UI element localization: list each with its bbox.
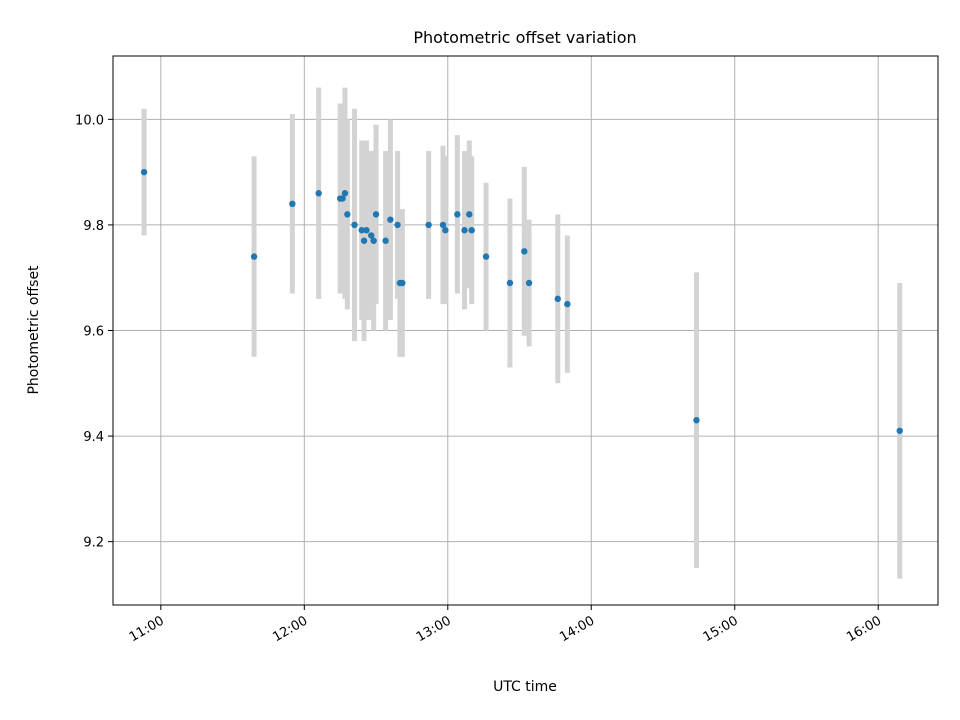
data-point xyxy=(339,195,346,202)
data-point xyxy=(289,200,296,208)
data-point xyxy=(468,227,475,234)
data-point xyxy=(564,300,571,308)
data-point xyxy=(315,190,322,197)
data-point xyxy=(521,248,528,255)
data-point xyxy=(425,221,432,229)
data-point xyxy=(358,227,365,234)
data-point xyxy=(372,211,380,218)
y-axis-ticks: 9.2 9.4 9.6 9.8 10.0 xyxy=(75,113,113,551)
data-point xyxy=(693,417,700,424)
data-point xyxy=(506,279,514,287)
data-point xyxy=(442,227,449,234)
data-point xyxy=(439,221,447,229)
data-point xyxy=(482,253,490,260)
x-axis-label: UTC time xyxy=(493,679,557,695)
data-point xyxy=(394,221,401,229)
data-point xyxy=(363,227,370,234)
data-point xyxy=(382,237,389,244)
data-point xyxy=(461,227,468,234)
data-point xyxy=(344,211,351,218)
data-point xyxy=(466,211,473,218)
y-tick-label: 9.2 xyxy=(83,536,104,551)
data-point xyxy=(360,237,368,244)
y-tick-label: 9.6 xyxy=(83,325,104,340)
data-point xyxy=(370,237,377,244)
data-point xyxy=(525,279,533,287)
data-point xyxy=(454,211,461,218)
data-point xyxy=(387,216,394,223)
data-point xyxy=(351,221,358,229)
data-point xyxy=(554,295,561,303)
y-tick-label: 10.0 xyxy=(75,113,104,128)
data-point xyxy=(341,190,349,197)
data-point xyxy=(140,168,148,176)
data-point xyxy=(250,253,258,260)
y-axis-label: Photometric offset xyxy=(26,265,42,395)
data-point xyxy=(896,427,903,434)
y-tick-label: 9.4 xyxy=(83,430,104,445)
data-point xyxy=(399,279,406,287)
data-points xyxy=(140,168,903,434)
y-tick-label: 9.8 xyxy=(83,219,104,234)
chart-title: Photometric offset variation xyxy=(413,28,636,47)
data-point xyxy=(368,232,375,239)
